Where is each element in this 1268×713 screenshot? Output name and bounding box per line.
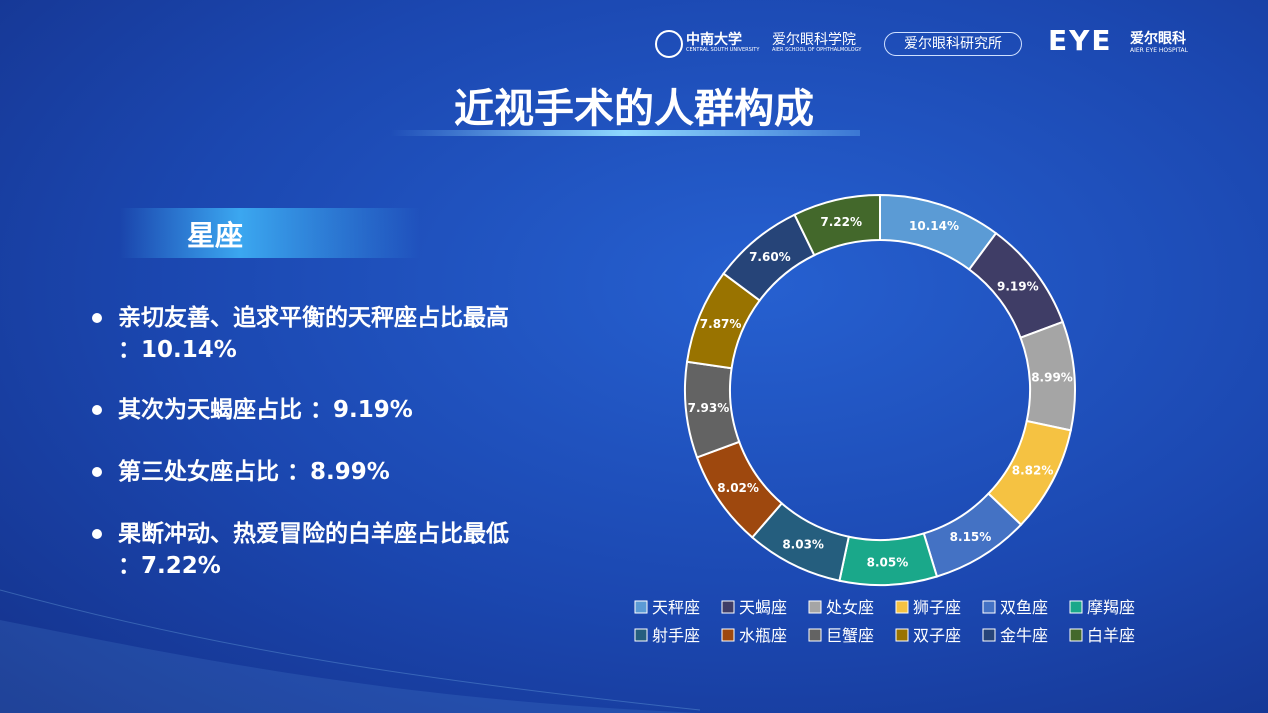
legend-label: 双子座 [913,626,961,645]
data-label: 10.14% [909,219,959,233]
data-label: 7.93% [688,401,730,415]
legend-label: 巨蟹座 [826,626,874,645]
title-underline [390,130,860,136]
brand-cn: 爱尔眼科 [1130,31,1186,47]
legend-label: 金牛座 [1000,626,1048,645]
bullet-dot [92,313,102,323]
data-label: 8.15% [950,530,992,544]
wave-decor [0,589,700,713]
institute: 爱尔眼科研究所 [884,32,1022,56]
section: 星座 [186,219,243,252]
legend-label: 狮子座 [913,598,961,617]
bullet: 果断冲动、热爱冒险的白羊座占比最低 ：7.22% [118,521,509,579]
legend-label: 水瓶座 [739,626,787,645]
data-label: 8.05% [867,555,909,569]
data-label: 8.02% [717,481,759,495]
legend-swatch [1069,628,1083,642]
university: 中南大学 [686,32,742,48]
legend-swatch [634,600,648,614]
donut-segment [793,193,881,257]
data-label: 8.03% [782,537,824,551]
bullet: 第三处女座占比 ：8.99% [118,459,390,485]
data-label: 7.60% [749,250,791,264]
donut-chart: 10.14% 9.19% 8.99% 8.82% 8.15% 8.05% 8.03% 8.02… [634,193,1135,645]
school-en: AIER SCHOOL OF OPHTHALMOLOGY [772,47,862,53]
legend-label: 处女座 [826,598,874,617]
legend-swatch [808,600,822,614]
data-label: 7.87% [700,317,742,331]
legend-label: 天蝎座 [739,598,787,617]
legend-swatch [634,628,648,642]
brand: EYE [1048,24,1113,57]
bullet: 其次为天蝎座占比 ：9.19% [118,397,413,423]
legend-swatch [721,600,735,614]
legend-swatch [1069,600,1083,614]
bullet-dot [92,529,102,539]
legend-swatch [895,600,909,614]
title: 近视手术的人群构成 [454,86,814,132]
section-tab [120,208,420,258]
legend-label: 天秤座 [652,598,700,617]
bullet-dot [92,467,102,477]
brand-en: AIER EYE HOSPITAL [1130,47,1188,54]
legend-swatch [982,600,996,614]
school: 爱尔眼科学院 [772,32,856,48]
university-en: CENTRAL SOUTH UNIVERSITY [686,47,760,53]
bullet-dot [92,405,102,415]
legend-label: 白羊座 [1087,626,1135,645]
university-logo [655,30,683,58]
data-label: 8.99% [1031,370,1073,384]
data-label: 7.22% [820,215,862,229]
legend-swatch [808,628,822,642]
legend-swatch [895,628,909,642]
legend-swatch [721,628,735,642]
data-label: 9.19% [997,279,1039,293]
bullet: 亲切友善、追求平衡的天秤座占比最高 ：10.14% [118,305,509,363]
legend-swatch [982,628,996,642]
data-label: 8.82% [1012,463,1054,477]
legend-label: 射手座 [652,626,700,645]
legend-label: 双鱼座 [1000,598,1048,617]
legend-label: 摩羯座 [1087,598,1135,617]
